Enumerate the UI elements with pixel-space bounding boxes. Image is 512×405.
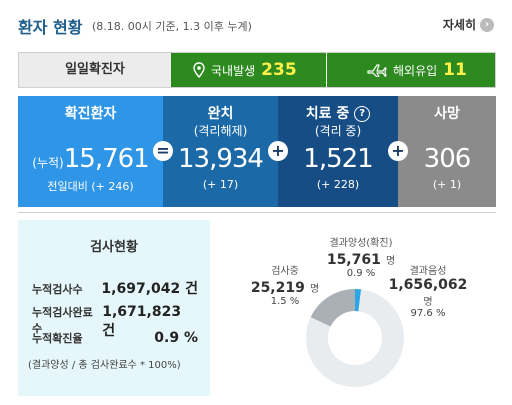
equals-icon: = <box>153 141 173 161</box>
test-row-value: 0.9 % <box>154 330 198 346</box>
treating-diff: (+ 228) <box>316 178 360 191</box>
donut-slice-pending <box>310 289 356 328</box>
released-title: 완치 <box>207 106 234 122</box>
deaths-card: 사망 306 (+ 1) <box>398 96 496 207</box>
positive-label: 결과양성(확진) <box>329 238 393 249</box>
test-status-title: 검사현황 <box>90 240 138 255</box>
section-divider <box>18 212 496 213</box>
confirmed-title: 확진환자 <box>64 106 117 122</box>
treating-subtitle: (격리 중) <box>314 124 362 138</box>
negative-legend: 결과음성 1,656,062 명 97.6 % <box>385 262 471 319</box>
released-value: 13,934 <box>178 144 264 174</box>
daily-label: 일일확진자 <box>19 53 171 87</box>
confirmed-prefix: (누적) <box>32 156 64 170</box>
pending-label: 검사중 <box>271 266 299 277</box>
test-row: 누적검사완료수 1,671,823 건 <box>32 304 198 340</box>
page-title: 환자 현황 <box>18 18 83 37</box>
treating-value: 1,521 <box>303 144 373 174</box>
test-row-label: 누적검사수 <box>32 283 83 296</box>
domestic-cases: 국내발생 235 <box>171 53 326 87</box>
pending-legend: 검사중 25,219 명 1.5 % <box>245 262 325 307</box>
overseas-label: 해외유입 <box>393 63 438 78</box>
help-icon[interactable]: ? <box>354 106 371 122</box>
test-row-value: 1,697,042 건 <box>101 281 198 297</box>
test-row-label: 누적확진율 <box>32 332 83 345</box>
negative-value: 1,656,062 <box>388 277 468 293</box>
domestic-label: 국내발생 <box>211 63 256 78</box>
chevron-right-icon: › <box>480 17 494 32</box>
negative-unit: 명 <box>423 297 433 308</box>
confirmed-diff: 전일대비 (+ 246) <box>47 180 134 193</box>
deaths-diff: (+ 1) <box>432 178 462 191</box>
plus-icon: + <box>268 141 288 161</box>
plus-icon: + <box>388 141 408 161</box>
test-row-value: 1,671,823 건 <box>102 304 182 339</box>
pending-value: 25,219 <box>250 280 305 296</box>
released-card: 완치 (격리해제) 13,934 (+ 17) <box>163 96 278 207</box>
deaths-value: 306 <box>423 144 472 174</box>
domestic-value: 235 <box>261 60 297 80</box>
test-result-donut-panel: 결과양성(확진) 15,761 명 0.9 % 검사중 25,219 명 1.5… <box>213 220 496 396</box>
treating-card: 치료 중 ? (격리 중) 1,521 (+ 228) <box>278 96 398 207</box>
test-status-panel: 검사현황 누적검사수 1,697,042 건 누적검사완료수 1,671,823… <box>18 220 210 396</box>
donut-slice-negative <box>306 289 404 387</box>
overseas-value: 11 <box>443 60 467 80</box>
location-pin-icon <box>193 62 205 78</box>
test-row: 누적검사수 1,697,042 건 <box>32 278 198 298</box>
confirmed-card: 확진환자 (누적)15,761 전일대비 (+ 246) <box>18 96 163 207</box>
confirmed-value: 15,761 <box>63 144 150 174</box>
negative-percent: 97.6 % <box>410 308 446 319</box>
test-result-donut <box>306 289 404 387</box>
treating-title: 치료 중 <box>305 106 350 122</box>
confirmed-value-row: (누적)15,761 <box>18 144 163 178</box>
test-note: (결과양성 / 총 검사완료수 * 100%) <box>28 360 181 371</box>
positive-unit: 명 <box>385 256 396 267</box>
released-subtitle: (격리해제) <box>193 124 248 138</box>
deaths-title: 사망 <box>434 106 460 122</box>
details-link[interactable]: 자세히 › <box>443 16 494 33</box>
airplane-icon <box>367 64 387 77</box>
page-subtitle: (8.18. 00시 기준, 1.3 이후 누계) <box>92 20 252 33</box>
test-row: 누적확진율 0.9 % <box>32 330 198 346</box>
positive-value: 15,761 <box>326 252 381 268</box>
treating-title-row: 치료 중 ? <box>278 106 398 122</box>
pending-unit: 명 <box>309 284 320 295</box>
positive-legend: 결과양성(확진) 15,761 명 0.9 % <box>311 234 411 279</box>
released-diff: (+ 17) <box>202 178 239 191</box>
positive-percent: 0.9 % <box>346 268 376 279</box>
pending-percent: 1.5 % <box>270 296 300 307</box>
negative-label: 결과음성 <box>409 266 447 277</box>
details-link-label: 자세히 <box>442 18 476 32</box>
overseas-cases: 해외유입 11 <box>327 53 495 87</box>
test-row-label: 누적검사완료수 <box>32 306 93 335</box>
